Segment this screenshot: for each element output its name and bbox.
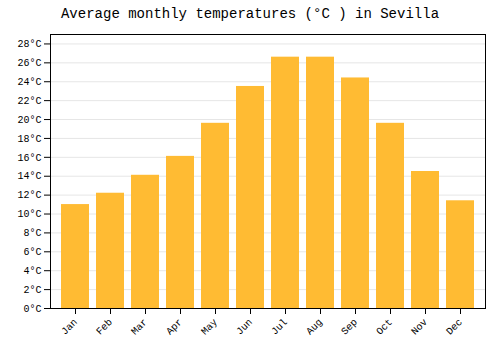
svg-text:Jan: Jan: [59, 317, 80, 338]
svg-text:Mar: Mar: [129, 317, 150, 338]
svg-text:22°C: 22°C: [17, 96, 41, 107]
svg-text:16°C: 16°C: [17, 153, 41, 164]
svg-text:Dec: Dec: [444, 317, 465, 338]
svg-text:Apr: Apr: [164, 317, 185, 338]
svg-text:10°C: 10°C: [17, 209, 41, 220]
svg-text:Sep: Sep: [339, 317, 360, 338]
svg-text:2°C: 2°C: [23, 285, 41, 296]
svg-text:May: May: [199, 317, 220, 338]
svg-text:28°C: 28°C: [17, 39, 41, 50]
svg-text:Jun: Jun: [234, 317, 255, 338]
svg-text:18°C: 18°C: [17, 134, 41, 145]
svg-text:12°C: 12°C: [17, 190, 41, 201]
html-text:Average monthly temperatures (: Average monthly temperatures (°C ) in Se…: [61, 6, 439, 22]
svg-text:26°C: 26°C: [17, 58, 41, 69]
svg-text:8°C: 8°C: [23, 228, 41, 239]
svg-text:Jul: Jul: [269, 317, 290, 338]
svg-text:Nov: Nov: [409, 317, 430, 338]
svg-text:0°C: 0°C: [23, 304, 41, 315]
svg-text:14°C: 14°C: [17, 171, 41, 182]
svg-text:4°C: 4°C: [23, 266, 41, 277]
svg-text:Feb: Feb: [94, 317, 115, 338]
svg-text:20°C: 20°C: [17, 115, 41, 126]
svg-text:24°C: 24°C: [17, 77, 41, 88]
svg-text:Aug: Aug: [304, 317, 325, 338]
svg-text:Oct: Oct: [374, 317, 395, 338]
svg-text:6°C: 6°C: [23, 247, 41, 258]
